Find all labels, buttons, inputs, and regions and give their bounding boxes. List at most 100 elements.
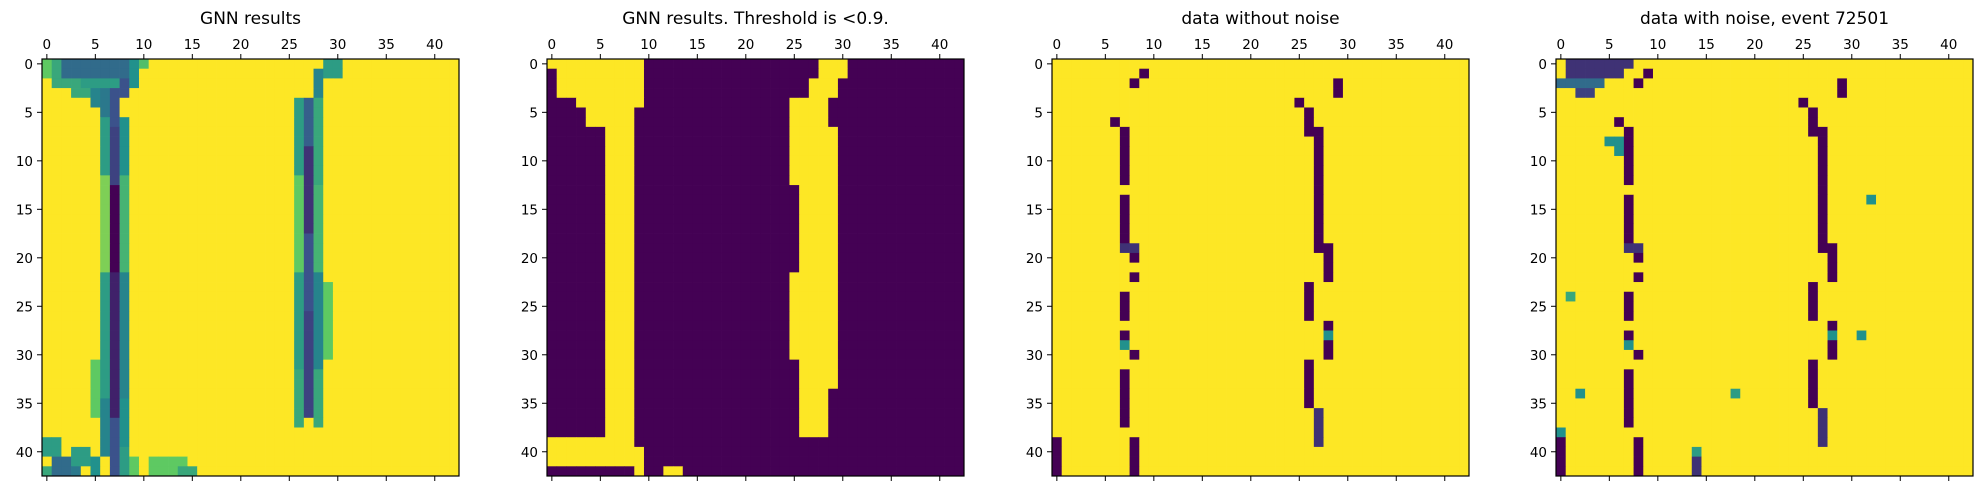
- heatmap-cell: [1304, 185, 1315, 196]
- heatmap-cell: [1207, 59, 1218, 70]
- heatmap-cell: [352, 301, 363, 312]
- heatmap-cell: [109, 282, 120, 293]
- heatmap-cell: [90, 165, 101, 176]
- heatmap-cell: [799, 388, 810, 399]
- heatmap-cell: [255, 388, 266, 399]
- heatmap-cell: [235, 136, 246, 147]
- heatmap-cell: [1187, 301, 1198, 312]
- heatmap-cell: [119, 214, 130, 225]
- heatmap-cell: [284, 243, 295, 254]
- heatmap-cell: [138, 107, 150, 118]
- heatmap-cell: [51, 214, 62, 225]
- heatmap-cell: [886, 311, 897, 322]
- heatmap-cell: [381, 136, 392, 147]
- heatmap-cell: [643, 340, 655, 351]
- heatmap-cell: [896, 446, 907, 457]
- heatmap-cell: [313, 262, 324, 273]
- heatmap-cell: [1381, 126, 1392, 137]
- heatmap-cell: [1284, 165, 1295, 176]
- heatmap-cell: [1410, 282, 1421, 293]
- heatmap-cell: [789, 340, 800, 351]
- heatmap-cell: [187, 369, 198, 380]
- heatmap-cell: [362, 456, 373, 467]
- heatmap-cell: [576, 243, 587, 254]
- heatmap-cell: [944, 427, 955, 438]
- heatmap-cell: [216, 117, 227, 128]
- heatmap-cell: [1372, 301, 1383, 312]
- heatmap-cell: [303, 349, 314, 360]
- heatmap-cell: [255, 155, 266, 167]
- heatmap-cell: [692, 126, 703, 137]
- heatmap-cell: [731, 320, 742, 331]
- heatmap-cell: [138, 59, 150, 70]
- heatmap-cell: [148, 311, 159, 322]
- heatmap-cell: [71, 223, 82, 234]
- heatmap-cell: [808, 107, 819, 118]
- heatmap-cell: [556, 398, 567, 409]
- heatmap-cell: [439, 320, 450, 331]
- heatmap-cell: [1255, 262, 1266, 273]
- heatmap-cell: [624, 311, 635, 322]
- heatmap-cell: [702, 243, 713, 254]
- heatmap-cell: [711, 146, 722, 157]
- heatmap-cell: [1449, 97, 1460, 108]
- heatmap-cell: [1148, 252, 1160, 263]
- heatmap-cell: [109, 155, 120, 167]
- heatmap-cell: [750, 301, 761, 312]
- heatmap-cell: [770, 330, 781, 341]
- heatmap-cell: [274, 398, 285, 409]
- heatmap-cell: [692, 301, 703, 312]
- heatmap-cell: [867, 214, 878, 225]
- heatmap-cell: [197, 330, 208, 341]
- heatmap-cell: [1410, 272, 1421, 283]
- heatmap-cell: [235, 243, 246, 254]
- heatmap-cell: [634, 97, 645, 108]
- heatmap-cell: [1061, 117, 1072, 128]
- heatmap-cell: [206, 408, 217, 419]
- heatmap-cell: [371, 97, 382, 108]
- heatmap-cell: [789, 330, 800, 341]
- heatmap-cell: [100, 204, 111, 215]
- heatmap-cell: [1420, 68, 1431, 79]
- heatmap-cell: [663, 136, 674, 147]
- heatmap-cell: [1459, 97, 1470, 108]
- heatmap-cell: [1197, 243, 1208, 254]
- heatmap-cell: [61, 291, 72, 302]
- heatmap-cell: [1207, 243, 1218, 254]
- heatmap-cell: [80, 97, 91, 108]
- heatmap-cell: [692, 388, 703, 399]
- heatmap-cell: [1352, 252, 1363, 263]
- heatmap-cell: [1129, 223, 1140, 234]
- heatmap-cell: [352, 282, 363, 293]
- heatmap-cell: [857, 146, 868, 157]
- heatmap-cell: [818, 272, 829, 283]
- heatmap-cell: [284, 427, 295, 438]
- heatmap-cell: [876, 408, 887, 419]
- heatmap-cell: [1410, 175, 1421, 186]
- heatmap-cell: [682, 59, 693, 70]
- heatmap-cell: [818, 146, 829, 157]
- heatmap-cell: [905, 456, 916, 467]
- heatmap-cell: [61, 437, 72, 448]
- heatmap-cell: [109, 427, 120, 438]
- heatmap-cell: [177, 233, 188, 244]
- heatmap-cell: [352, 146, 363, 157]
- heatmap-cell: [643, 437, 655, 448]
- heatmap-cell: [702, 88, 713, 99]
- heatmap-cell: [332, 427, 343, 438]
- heatmap-cell: [1410, 88, 1421, 99]
- heatmap-cell: [1352, 262, 1363, 273]
- heatmap-cell: [905, 388, 916, 399]
- heatmap-cell: [857, 340, 868, 351]
- heatmap-cell: [1362, 185, 1373, 196]
- heatmap-cell: [323, 398, 334, 409]
- heatmap-cell: [168, 243, 179, 254]
- heatmap-cell: [400, 262, 411, 273]
- heatmap-cell: [896, 340, 907, 351]
- heatmap-cell: [439, 136, 450, 147]
- heatmap-cell: [197, 320, 208, 331]
- heatmap-cell: [1323, 282, 1334, 293]
- heatmap-cell: [1439, 88, 1450, 99]
- heatmap-cell: [702, 185, 713, 196]
- heatmap-cell: [1090, 252, 1101, 263]
